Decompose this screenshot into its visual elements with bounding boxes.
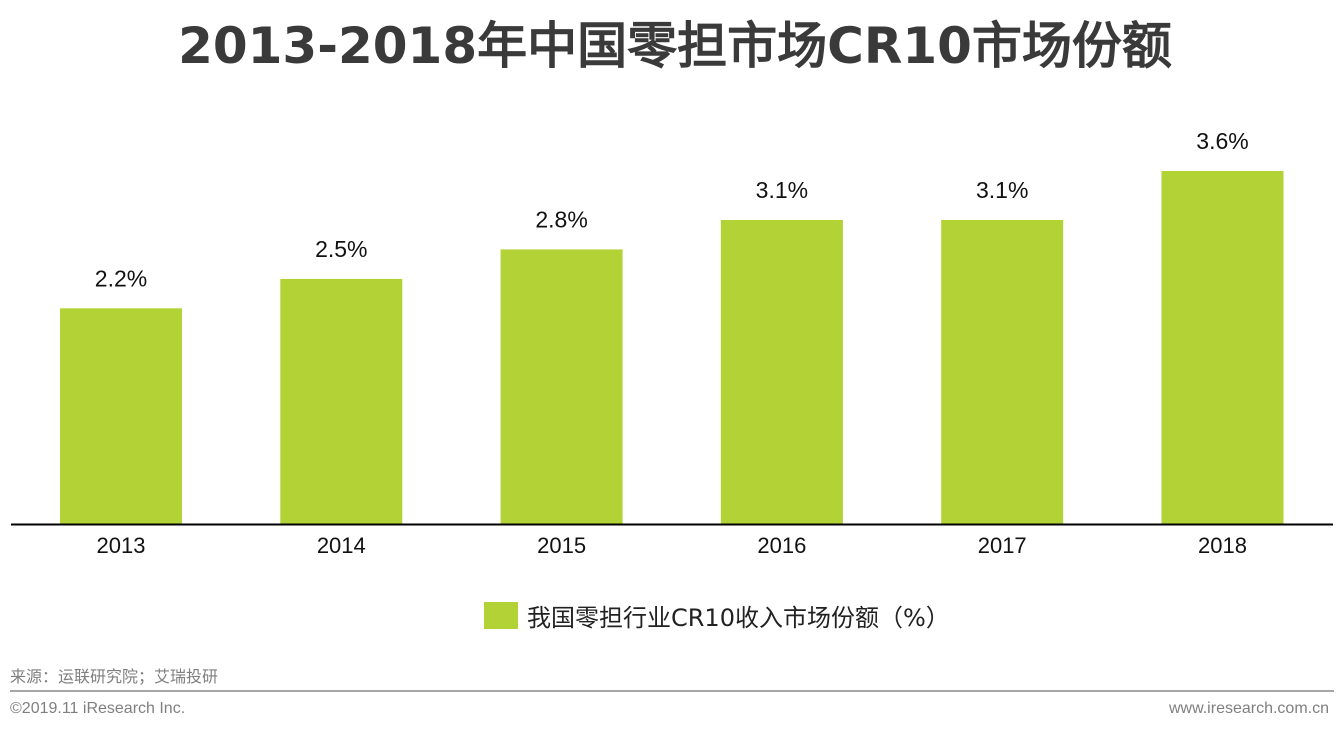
- chart-title: 2013-2018年中国零担市场CR10市场份额: [178, 17, 1172, 75]
- data-label-2018: 3.6%: [1196, 128, 1248, 154]
- footer-divider: [10, 690, 1334, 692]
- bar-chart: 2.2% 2013 2.5% 2014 2.8% 2015 3.1% 2016 3.1% 2017…: [11, 128, 1333, 558]
- x-tick-label-2016: 2016: [757, 533, 806, 558]
- bar-2018: [1161, 171, 1284, 524]
- bar-2016: [720, 220, 843, 524]
- data-label-2013: 2.2%: [95, 265, 147, 291]
- data-label-2014: 2.5%: [315, 236, 367, 262]
- legend-label: 我国零担行业CR10收入市场份额（%）: [527, 603, 950, 632]
- source-note: 来源：运联研究院；艾瑞投研: [10, 667, 219, 686]
- data-label-2017: 3.1%: [976, 177, 1028, 203]
- bar-2014: [280, 278, 403, 524]
- bar-2015: [500, 249, 623, 524]
- website-link: www.iresearch.com.cn: [1168, 700, 1329, 717]
- x-tick-label-2014: 2014: [317, 533, 366, 558]
- legend-swatch: [484, 601, 518, 629]
- data-label-2016: 3.1%: [756, 177, 808, 203]
- x-tick-label-2017: 2017: [978, 533, 1027, 558]
- x-tick-label-2015: 2015: [537, 533, 586, 558]
- bar-2017: [941, 220, 1064, 524]
- copyright-text: ©2019.11 iResearch Inc.: [10, 700, 186, 717]
- bar-2013: [60, 308, 182, 524]
- x-tick-label-2018: 2018: [1198, 533, 1247, 558]
- x-tick-label-2013: 2013: [97, 533, 146, 558]
- data-label-2015: 2.8%: [535, 206, 587, 232]
- legend: 我国零担行业CR10收入市场份额（%）: [484, 600, 950, 632]
